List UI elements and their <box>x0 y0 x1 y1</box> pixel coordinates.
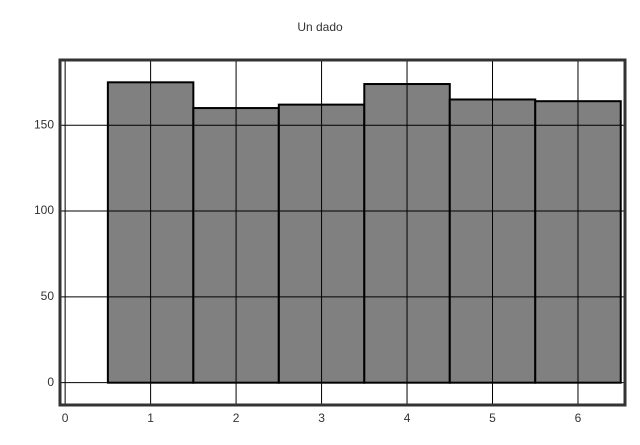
y-tick-label: 100 <box>34 203 54 217</box>
x-tick-label: 1 <box>147 411 154 425</box>
x-tick-label: 6 <box>575 411 582 425</box>
plot-frame <box>58 58 627 407</box>
x-tick-label: 4 <box>404 411 411 425</box>
x-tick-label: 2 <box>233 411 240 425</box>
x-tick-label: 5 <box>489 411 496 425</box>
y-tick-label: 150 <box>34 117 54 131</box>
y-tick-label: 0 <box>47 375 54 389</box>
y-tick-label: 50 <box>41 289 55 303</box>
x-tick-label: 0 <box>62 411 69 425</box>
chart-title: Un dado <box>297 20 343 34</box>
x-tick-label: 3 <box>318 411 325 425</box>
